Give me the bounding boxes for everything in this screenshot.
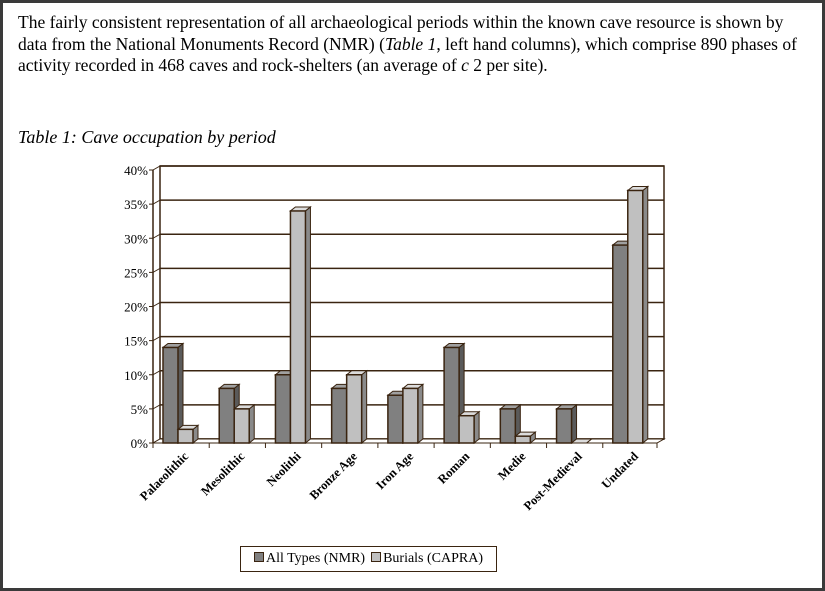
x-tick-label: Undated [599, 449, 641, 491]
para-text: The fairly consistent representation of … [18, 12, 784, 54]
bar [612, 244, 629, 444]
circa: c [461, 55, 469, 75]
x-tick-label: Post-Medieval [521, 449, 585, 513]
bar [402, 387, 419, 444]
bar [218, 387, 235, 444]
legend-item: All Types (NMR) [253, 551, 366, 567]
x-tick-label: Mesolithic [198, 449, 247, 498]
gridline-side [152, 199, 161, 205]
bar [555, 408, 573, 444]
y-tick-label: 10% [124, 368, 148, 383]
y-tick-label: 5% [131, 402, 149, 417]
legend-item: Burials (CAPRA) [371, 551, 483, 567]
x-tick-label: Medie [495, 449, 529, 483]
y-tick-label: 20% [124, 300, 148, 315]
y-tick-label: 0% [131, 436, 149, 451]
gridline-side [152, 267, 161, 273]
x-tick-label: Neolithi [264, 449, 304, 489]
table-reference: Table 1 [384, 33, 437, 54]
bar [177, 428, 194, 444]
gridline-side [152, 336, 161, 342]
x-tick-label: Iron Age [373, 449, 416, 492]
gridline-side [152, 404, 161, 410]
legend-swatch [371, 552, 382, 562]
y-tick-label: 25% [124, 265, 148, 280]
bar [514, 435, 532, 444]
y-tick-label: 15% [124, 334, 148, 349]
y-tick-label: 30% [124, 231, 148, 246]
legend-swatch [253, 552, 264, 562]
bar [330, 387, 348, 444]
bar [387, 394, 404, 444]
bar [233, 408, 250, 444]
gridline-side [152, 165, 161, 171]
bar [289, 210, 307, 444]
legend-label: Burials (CAPRA) [383, 551, 484, 566]
body-paragraph: The fairly consistent representation of … [18, 12, 808, 77]
bar [627, 189, 644, 444]
para-text: , left hand columns), which comprise 890… [18, 33, 797, 76]
bar [162, 346, 179, 444]
bar [458, 414, 475, 444]
bar [274, 374, 292, 444]
gridline-side [152, 302, 161, 307]
x-tick-label: Roman [435, 449, 472, 486]
bar-top [570, 438, 593, 444]
x-tick-label: Palaeolithic [137, 449, 191, 503]
y-tick-label: 40% [124, 163, 148, 178]
para-text: 2 per site). [468, 55, 548, 75]
chart-legend: All Types (NMR) Burials (CAPRA) [240, 546, 497, 572]
table-caption: Table 1: Cave occupation by period [18, 127, 276, 147]
legend-label: All Types (NMR) [265, 551, 366, 566]
x-tick-label: Bronze Age [307, 449, 361, 503]
bar [499, 408, 517, 444]
y-tick-label: 35% [124, 197, 148, 212]
gridline-side [152, 370, 161, 376]
bar [345, 374, 363, 444]
bar [443, 346, 460, 444]
gridline-side [152, 233, 161, 239]
